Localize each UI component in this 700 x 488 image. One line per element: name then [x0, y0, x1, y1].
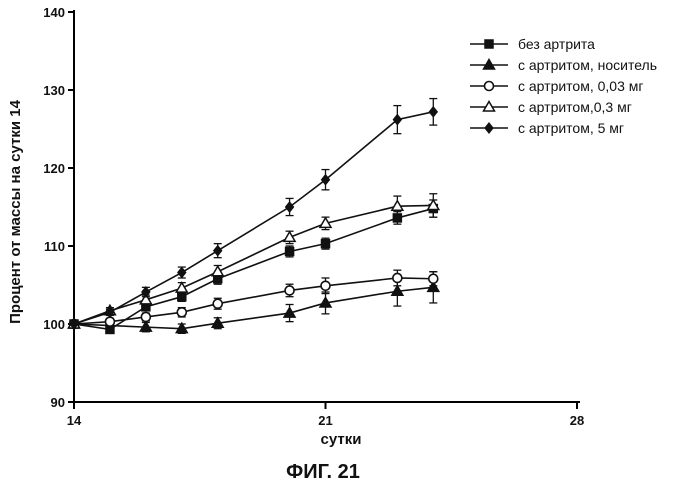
y-axis-title: Процент от массы на сутки 14 [7, 99, 24, 323]
y-tick-label: 130 [43, 83, 65, 98]
legend-item: с артритом, 0,03 мг [470, 78, 644, 94]
series-line [74, 287, 433, 328]
data-point [212, 266, 223, 276]
legend: без артрита с артритом, носитель с артрито… [470, 36, 657, 136]
series-line [74, 209, 433, 330]
y-ticks: 90 100 110 120 130 140 [43, 5, 74, 410]
y-tick-label: 140 [43, 5, 65, 20]
x-tick-label: 21 [318, 413, 332, 428]
axes: 90 100 110 120 130 140 14 21 28 [43, 5, 584, 428]
series-1 [70, 200, 437, 333]
legend-label: с артритом,0,3 мг [518, 99, 632, 115]
legend-marker [485, 123, 493, 133]
y-tick-label: 120 [43, 161, 65, 176]
legend-item: с артритом,0,3 мг [470, 99, 632, 115]
x-axis-title: сутки [321, 431, 362, 448]
data-series [69, 99, 439, 334]
series-2 [69, 272, 439, 334]
data-point [213, 299, 222, 308]
x-ticks: 14 21 28 [67, 402, 584, 428]
series-line [74, 112, 433, 324]
legend-item: с артритом, носитель [470, 57, 657, 73]
legend-marker [485, 82, 494, 91]
data-point [286, 202, 294, 212]
data-point [178, 268, 186, 278]
x-tick-label: 14 [67, 413, 82, 428]
data-point [393, 273, 402, 282]
series-line [74, 278, 433, 324]
data-point [286, 247, 294, 255]
data-point [285, 286, 294, 295]
series-4 [69, 194, 439, 328]
legend-item: без артрита [470, 36, 595, 52]
legend-item: с артритом, 5 мг [470, 120, 624, 136]
data-point [214, 246, 222, 256]
legend-label: с артритом, носитель [518, 57, 657, 73]
data-point [429, 274, 438, 283]
y-tick-label: 100 [43, 317, 65, 332]
legend-marker [485, 40, 493, 48]
data-point [321, 281, 330, 290]
data-point [322, 240, 330, 248]
data-point [105, 317, 114, 326]
data-point [393, 115, 401, 125]
data-point [322, 175, 330, 185]
data-point [176, 283, 187, 293]
data-point [141, 312, 150, 321]
x-tick-label: 28 [570, 413, 584, 428]
data-point [429, 107, 437, 117]
figure-caption: ФИГ. 21 [286, 461, 360, 483]
data-point [177, 308, 186, 317]
y-tick-label: 110 [44, 239, 65, 254]
legend-label: с артритом, 5 мг [518, 120, 624, 136]
legend-label: с артритом, 0,03 мг [518, 78, 644, 94]
series-3 [70, 270, 438, 328]
y-tick-label: 90 [51, 395, 65, 410]
legend-label: без артрита [518, 36, 595, 52]
